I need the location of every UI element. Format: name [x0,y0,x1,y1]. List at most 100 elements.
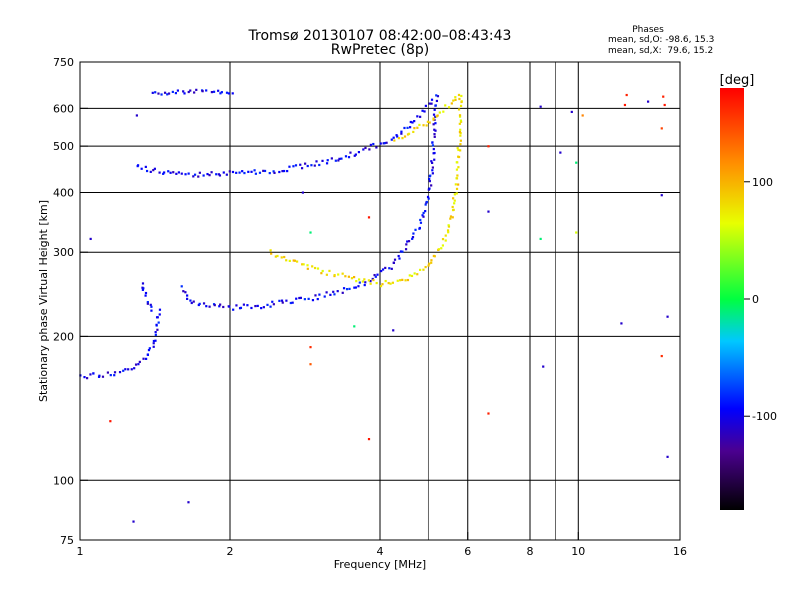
o-mode-echo-point [183,92,186,95]
x-mode-echo-point [456,147,459,150]
o-mode-echo-point [235,171,238,174]
o-mode-echo-point [198,171,201,174]
isolated-echo-point [542,365,545,368]
o-mode-echo-point [400,132,403,135]
o-mode-echo-point [336,290,339,293]
o-mode-echo-point [162,172,165,175]
o-mode-echo-point [432,147,435,151]
o-mode-echo-point [430,98,434,101]
x-mode-echo-point [301,263,304,266]
x-mode-echo-point [403,135,407,138]
o-mode-echo-point [86,377,89,380]
o-mode-echo-point [434,122,437,125]
isolated-echo-point [487,210,490,213]
x-mode-echo-point [363,278,366,281]
x-mode-echo-point [430,259,433,262]
o-mode-echo-point [338,157,341,160]
x-mode-echo-point [369,282,372,285]
o-mode-echo-point [431,161,434,165]
x-mode-echo-point [361,280,364,283]
x-mode-echo-point [449,215,453,218]
o-mode-echo-point [299,163,302,166]
x-mode-echo-point [426,120,429,123]
x-mode-echo-point [381,283,384,286]
o-mode-echo-point [427,197,430,200]
o-mode-echo-point [127,368,130,371]
o-mode-echo-point [176,89,179,92]
x-mode-echo-point [457,183,460,186]
o-mode-echo-point [263,169,267,173]
x-tick-label: 1 [77,545,84,558]
o-mode-echo-point [434,115,437,118]
o-mode-echo-point [341,291,344,294]
isolated-echo-point [187,501,190,504]
colorbar-label: [deg] [720,73,755,88]
o-mode-echo-point [433,133,436,136]
o-mode-echo-point [411,237,414,240]
x-mode-echo-point [451,205,454,209]
o-mode-echo-point [289,301,292,305]
o-mode-echo-point [418,226,421,230]
o-mode-echo-point [313,164,316,167]
x-mode-echo-point [457,148,460,152]
o-mode-echo-point [303,298,306,301]
o-mode-echo-point [374,275,377,278]
o-mode-echo-point [358,281,361,284]
o-mode-echo-point [409,126,412,129]
stats-o-mode: mean, sd,O: -98.6, 15.3 [608,35,714,45]
o-mode-echo-point [431,172,434,175]
x-mode-echo-point [396,279,399,282]
o-mode-echo-point [109,374,112,377]
isolated-echo-point [581,114,584,117]
x-mode-echo-point [457,108,461,111]
o-mode-echo-point [280,299,284,302]
o-mode-echo-point [349,151,352,154]
o-mode-echo-point [210,171,213,174]
x-mode-echo-point [350,277,354,280]
x-mode-echo-point [458,122,461,125]
isolated-echo-point [135,114,138,117]
o-mode-echo-point [150,305,153,308]
o-mode-echo-point [262,306,265,309]
o-mode-echo-point [134,363,138,366]
isolated-echo-point [559,151,562,154]
o-mode-echo-point [156,328,159,331]
o-mode-echo-point [395,134,398,137]
o-mode-echo-point [172,171,175,174]
o-mode-echo-point [342,287,346,290]
o-mode-echo-point [399,250,403,253]
isolated-echo-point [662,95,665,98]
o-mode-echo-point [208,174,211,177]
o-mode-echo-point [157,92,160,95]
o-mode-echo-point [397,254,400,258]
o-mode-echo-point [219,303,222,306]
x-tick-label: 4 [377,545,384,558]
x-mode-echo-point [401,137,404,140]
o-mode-echo-point [433,158,436,161]
o-mode-echo-point [254,172,257,175]
o-mode-echo-point [202,302,206,305]
o-mode-echo-point [83,376,86,379]
o-mode-echo-point [197,303,200,307]
o-mode-echo-point [273,171,276,175]
x-mode-echo-point [460,94,463,98]
o-mode-echo-point [344,155,348,158]
o-mode-echo-point [202,174,205,177]
o-mode-echo-point [147,348,151,352]
o-mode-echo-point [412,232,415,235]
x-mode-echo-point [321,269,324,273]
x-mode-echo-point [433,255,436,258]
x-mode-echo-point [422,124,425,127]
o-mode-echo-point [310,164,313,167]
x-mode-echo-point [367,279,370,282]
o-mode-echo-point [375,146,378,149]
x-mode-echo-point [454,98,457,101]
x-mode-echo-point [446,229,450,232]
isolated-echo-point [663,103,666,107]
o-mode-echo-point [314,294,317,297]
o-mode-echo-point [411,121,414,124]
isolated-echo-point [301,191,305,194]
o-mode-echo-point [292,165,295,168]
o-mode-echo-point [167,92,171,95]
isolated-echo-point [623,103,627,107]
